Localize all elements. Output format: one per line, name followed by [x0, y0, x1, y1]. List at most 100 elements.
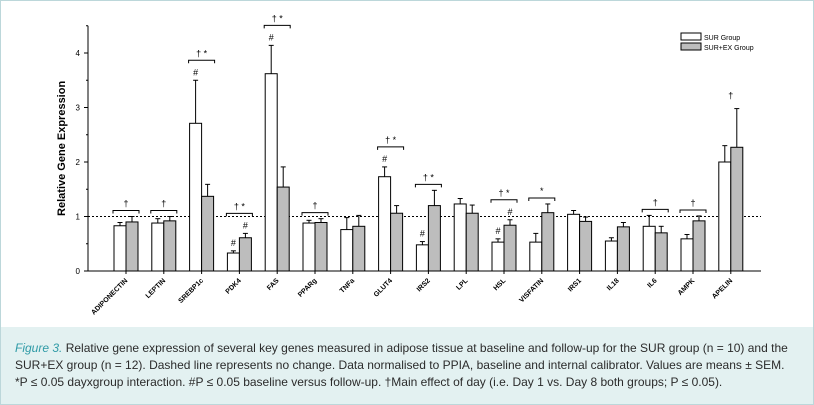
x-tick-label: PPARg	[297, 277, 318, 298]
bar-ex	[654, 232, 668, 272]
significance-bracket	[225, 212, 253, 217]
y-tick-label: 2	[76, 158, 81, 167]
significance-bracket	[301, 212, 329, 216]
x-tick-label: HSL	[493, 277, 508, 292]
x-tick-label: LPL	[455, 277, 470, 292]
chart-bars	[113, 44, 744, 272]
chart-legend: SUR Group SUR+EX Group	[680, 32, 754, 52]
x-tick-label: SREBP1c	[178, 277, 206, 305]
significance-bracket	[679, 209, 707, 213]
x-tick-label: IRS2	[416, 277, 432, 293]
bar-sur	[151, 222, 165, 272]
significance-bracket	[414, 183, 442, 188]
significance-marker: †	[161, 199, 166, 209]
x-tick-label: VISFATIN	[518, 277, 545, 304]
significance-marker: † *	[196, 48, 208, 58]
bar-ex	[730, 146, 744, 272]
bar-ex	[314, 221, 328, 272]
x-tick-label: IL18	[606, 277, 621, 292]
bar-ex	[616, 226, 630, 272]
bar-sur	[264, 73, 278, 272]
x-tick-label: ADIPONECTIN	[90, 277, 129, 316]
x-tick-label: IRS1	[567, 277, 583, 293]
significance-bracket	[641, 208, 669, 213]
significance-marker: †	[653, 197, 658, 207]
significance-marker: †	[123, 199, 128, 209]
significance-marker: †	[728, 91, 733, 101]
significance-bracket	[528, 197, 556, 201]
x-tick-label: APELIN	[711, 277, 734, 300]
bar-sur	[680, 238, 694, 272]
caption-text-1: Relative gene expression of several key …	[62, 341, 788, 355]
hash-marker-sur: #	[231, 238, 236, 248]
x-tick-label: LEPTIN	[145, 277, 168, 300]
bar-ex	[352, 225, 366, 272]
bar-sur	[415, 244, 429, 272]
x-tick-label: IL6	[647, 277, 659, 289]
bar-sur	[189, 122, 203, 272]
bar-ex	[125, 221, 139, 272]
caption-line-2: SUR+EX group (n = 12). Dashed line repre…	[15, 358, 785, 372]
significance-bracket	[188, 59, 216, 64]
significance-marker: † *	[423, 172, 435, 182]
legend-swatch-ex	[680, 42, 702, 51]
bar-ex	[465, 212, 479, 272]
chart-annotations: † † # † * # # † * # † * † # † * # † * # # † * * † † †	[112, 13, 733, 248]
x-tick-label: GLUT4	[373, 277, 394, 298]
bar-ex	[238, 237, 252, 272]
bar-ex	[503, 224, 517, 272]
chart-axes: 0 1 2 3 4 Relative Gene Expression ADIPONECTIN…	[56, 25, 761, 317]
bar-ex	[541, 212, 555, 272]
significance-marker: † *	[272, 13, 284, 23]
significance-marker: †	[312, 201, 317, 211]
bar-sur	[226, 252, 240, 272]
caption-line-3: *P ≤ 0.05 dayxgroup interaction. #P ≤ 0.…	[15, 375, 723, 389]
x-tick-label: PDK4	[225, 277, 243, 295]
figure-label: Figure 3.	[15, 341, 63, 355]
significance-marker: † *	[234, 201, 246, 211]
hash-marker-sur: #	[269, 32, 274, 42]
bar-sur	[453, 203, 467, 272]
y-tick-label: 0	[76, 267, 81, 276]
significance-bracket	[490, 199, 518, 203]
significance-bracket	[377, 146, 405, 150]
bar-sur	[529, 241, 543, 272]
hash-marker-sur: #	[382, 154, 387, 164]
x-tick-label: FAS	[266, 277, 281, 292]
bar-sur	[718, 161, 732, 272]
bar-sur	[604, 240, 618, 272]
y-tick-label: 4	[76, 49, 81, 58]
bar-ex	[276, 186, 290, 272]
bar-sur	[340, 229, 354, 272]
bar-sur	[567, 213, 581, 272]
bar-sur	[491, 241, 505, 272]
bar-ex	[692, 220, 706, 272]
hash-marker-sur: #	[420, 229, 425, 239]
hash-marker-sur: #	[193, 67, 198, 77]
significance-marker: † *	[498, 188, 510, 198]
significance-marker: †	[690, 198, 695, 208]
significance-bracket	[112, 210, 140, 214]
x-tick-label: AMPK	[677, 277, 697, 297]
significance-bracket	[263, 24, 291, 29]
y-tick-label: 1	[76, 213, 81, 222]
bar-ex	[579, 220, 593, 272]
figure-caption: Figure 3. Relative gene expression of se…	[1, 327, 813, 404]
hash-marker-ex: #	[243, 220, 248, 230]
legend-label-ex: SUR+EX Group	[704, 45, 754, 52]
bar-ex	[427, 205, 441, 272]
significance-marker: † *	[385, 135, 397, 145]
y-tick-label: 3	[76, 104, 81, 113]
bar-ex	[201, 195, 215, 272]
hash-marker-ex: #	[507, 207, 512, 217]
bar-ex	[390, 212, 404, 272]
bar-chart: 0 1 2 3 4 Relative Gene Expression ADIPONECTIN…	[56, 13, 761, 317]
legend-label-sur: SUR Group	[704, 35, 740, 42]
x-tick-label: TNFa	[339, 277, 356, 294]
legend-swatch-sur	[680, 32, 702, 41]
significance-marker: *	[540, 186, 544, 196]
bar-ex	[163, 220, 177, 272]
hash-marker-sur: #	[495, 226, 500, 236]
bar-sur	[642, 225, 656, 272]
